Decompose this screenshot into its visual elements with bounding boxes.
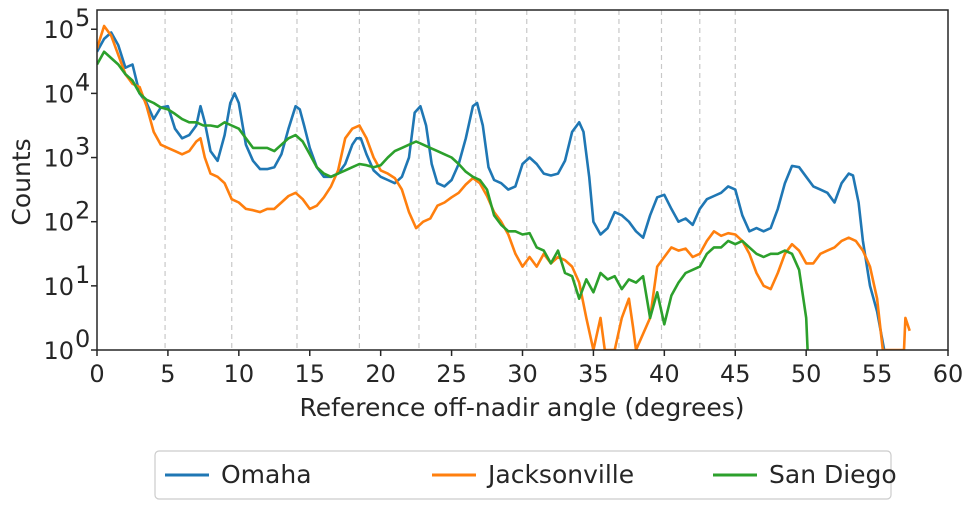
y-tick-base: 10: [43, 337, 74, 365]
y-tick-label: 10: [43, 80, 74, 108]
series-layer: [97, 24, 911, 350]
series-line-omaha: [97, 31, 886, 350]
plot-frame: [96, 9, 949, 351]
x-tick-label: 0: [89, 360, 104, 388]
y-tick-label: 10: [43, 273, 74, 301]
x-tick-label: 30: [507, 360, 538, 388]
y-tick-base: 10: [43, 273, 74, 301]
y-tick-exponent: 1: [75, 261, 90, 289]
x-tick-label: 40: [649, 360, 680, 388]
y-tick-exponent: 4: [75, 68, 90, 96]
series-line-san-diego: [97, 50, 809, 350]
x-tick-label: 25: [436, 360, 467, 388]
x-axis-label: Reference off-nadir angle (degrees): [299, 393, 744, 422]
y-axis-label: Counts: [7, 138, 36, 225]
y-tick-label: 10: [43, 337, 74, 365]
y-tick-exponent: 3: [75, 133, 90, 161]
x-tick-label: 60: [933, 360, 964, 388]
y-tick-base: 10: [43, 80, 74, 108]
y-tick-base: 10: [43, 145, 74, 173]
y-tick-label: 10: [43, 16, 74, 44]
x-tick-label: 45: [720, 360, 751, 388]
x-axis: 0 5 10 15 20 25 30 35 40 45 50 55 60: [89, 350, 963, 388]
x-tick-label: 55: [862, 360, 893, 388]
x-tick-label: 15: [294, 360, 325, 388]
y-tick-label: 10: [43, 209, 74, 237]
series-line-jacksonville: [97, 24, 911, 350]
y-tick-label: 10: [43, 145, 74, 173]
legend-label: Jacksonville: [486, 460, 634, 489]
y-tick-exponent: 0: [75, 325, 90, 353]
legend: Omaha Jacksonville San Diego: [154, 450, 897, 500]
legend-label: San Diego: [769, 460, 897, 489]
y-tick-base: 10: [43, 16, 74, 44]
y-tick-exponent: 5: [75, 4, 90, 32]
x-tick-label: 10: [224, 360, 255, 388]
y-tick-base: 10: [43, 209, 74, 237]
legend-frame: [154, 450, 892, 500]
legend-label: Omaha: [221, 460, 312, 489]
x-tick-label: 35: [578, 360, 609, 388]
x-tick-label: 5: [160, 360, 175, 388]
vertical-reference-lines: [164, 10, 736, 350]
x-tick-label: 50: [791, 360, 822, 388]
y-tick-exponent: 2: [75, 197, 90, 225]
x-tick-label: 20: [365, 360, 396, 388]
